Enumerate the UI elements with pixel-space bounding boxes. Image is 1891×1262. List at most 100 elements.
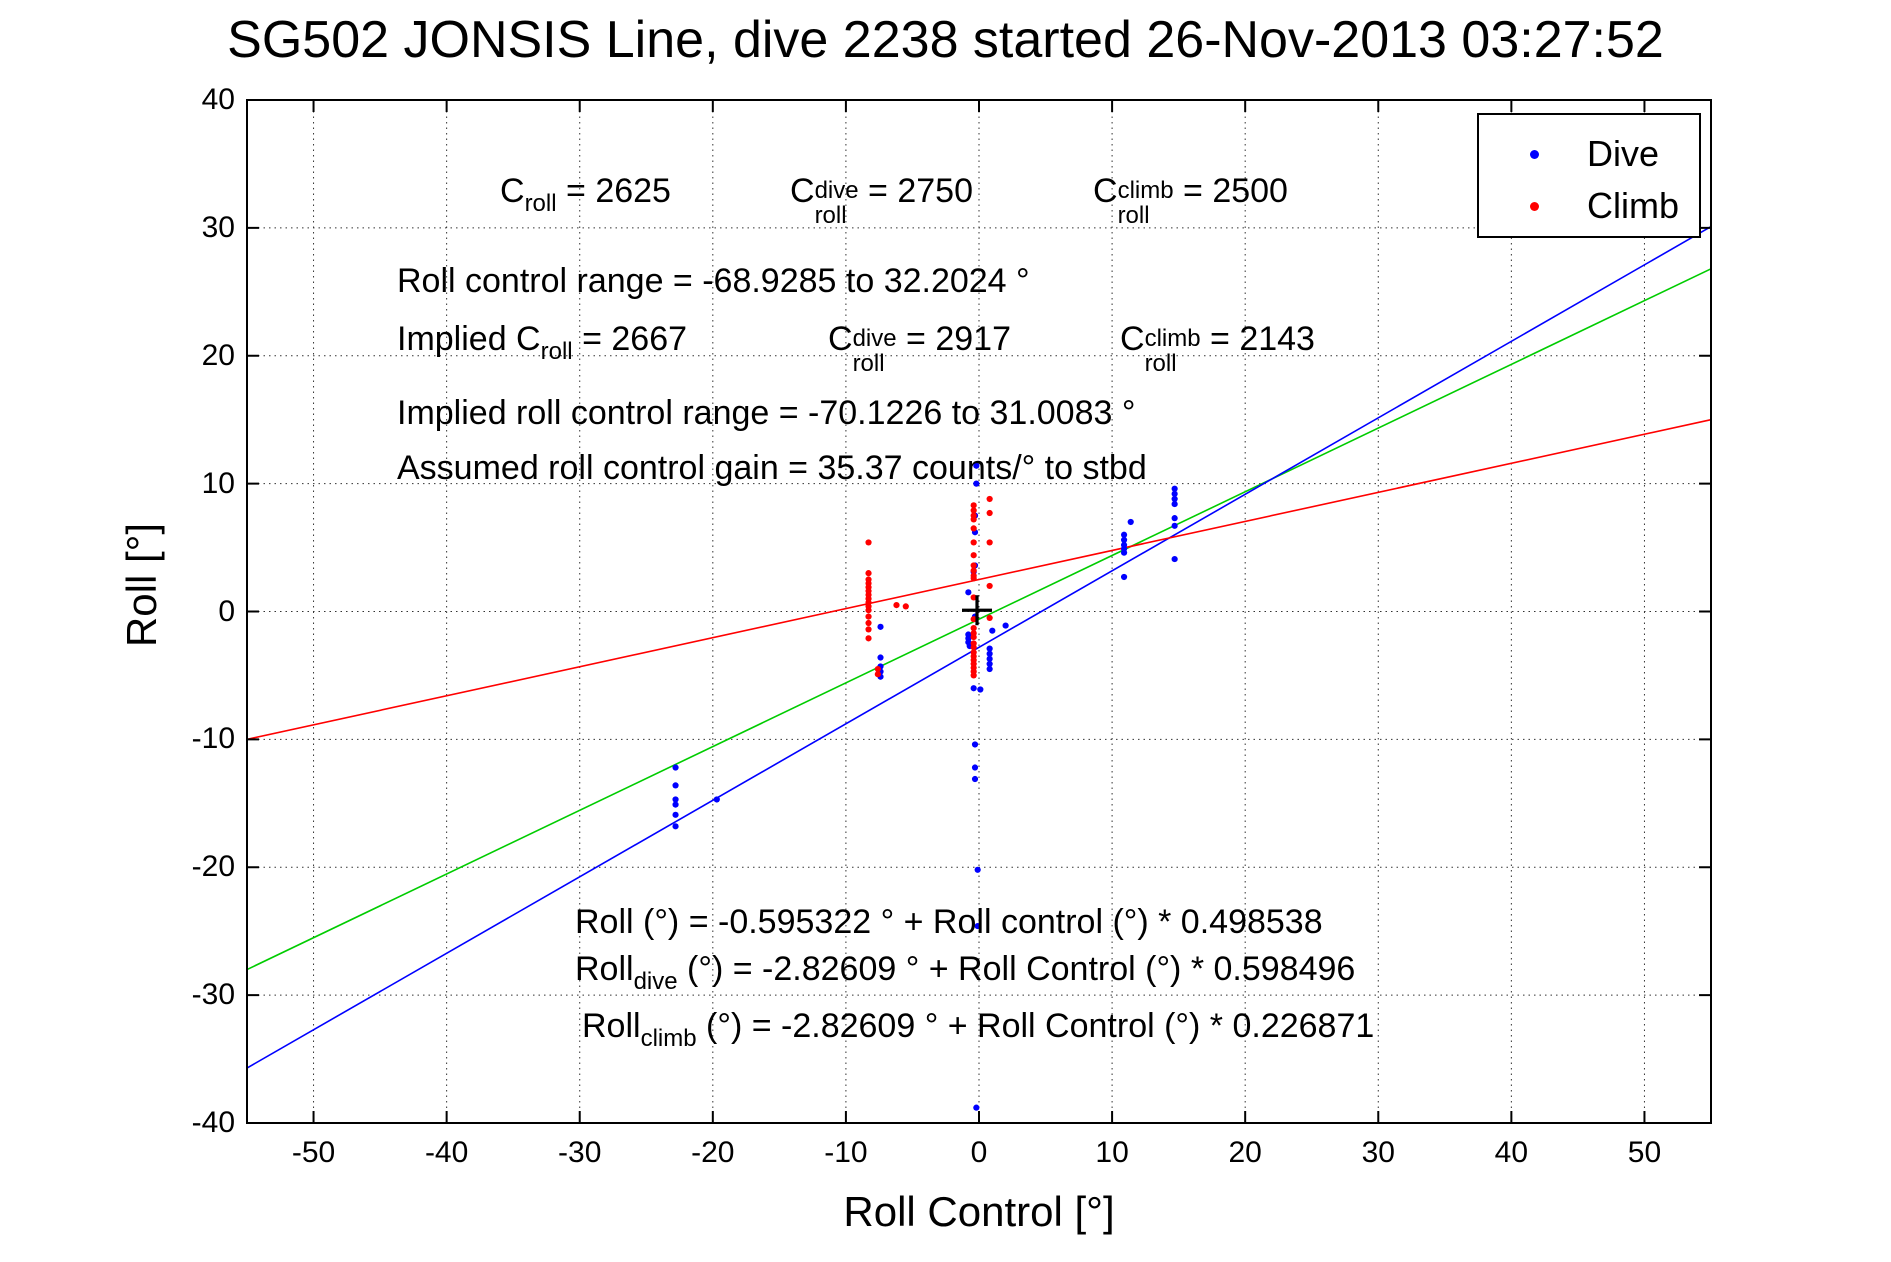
climb-marker-icon	[1530, 201, 1539, 211]
y-tick-label: -30	[191, 978, 235, 1012]
data-point-dive	[713, 796, 720, 803]
x-tick-label: -20	[691, 1136, 735, 1169]
super-subscript: climb roll	[1144, 325, 1201, 377]
data-point-climb	[970, 516, 977, 523]
data-point-climb	[902, 603, 909, 610]
data-point-dive	[974, 922, 981, 930]
data-point-climb	[865, 626, 872, 633]
fit-line-climb	[246, 418, 1712, 741]
data-point-dive	[1120, 536, 1128, 543]
assumed-gain: Assumed roll control gain = 35.37 counts…	[397, 449, 1147, 487]
subscript: roll	[524, 190, 557, 217]
data-point-climb	[970, 672, 977, 679]
subscript: dive	[633, 968, 678, 995]
data-point-climb	[865, 607, 872, 614]
data-point-dive	[986, 650, 993, 657]
x-tick-label: 20	[1228, 1136, 1262, 1169]
data-point-dive	[1120, 549, 1128, 556]
data-point-dive	[989, 627, 996, 634]
data-point-dive	[1002, 622, 1009, 629]
data-point-dive	[986, 645, 993, 652]
x-tick-label: -40	[424, 1136, 469, 1169]
data-point-climb	[893, 602, 900, 609]
data-point-climb	[986, 495, 993, 503]
implied-roll-control-range: Implied roll control range = -70.1226 to…	[397, 394, 1136, 432]
data-point-dive	[1171, 500, 1178, 508]
data-point-climb	[970, 507, 977, 514]
data-point-climb	[970, 562, 977, 569]
data-point-dive	[971, 741, 979, 748]
data-point-dive	[986, 665, 993, 673]
y-tick-label: 30	[201, 210, 235, 244]
data-point-climb	[970, 575, 977, 582]
legend: Dive Climb	[1477, 113, 1701, 238]
x-tick-label: -50	[291, 1136, 336, 1169]
data-point-dive	[672, 764, 679, 771]
data-point-climb	[986, 539, 993, 546]
y-tick-label: -40	[191, 1106, 235, 1139]
subscript: climb	[640, 1025, 697, 1052]
x-axis-label: Roll Control [°]	[843, 1188, 1115, 1235]
y-tick-label: -10	[191, 722, 235, 756]
data-point-dive	[672, 823, 679, 830]
data-point-climb	[986, 614, 993, 621]
data-point-dive	[1171, 515, 1178, 522]
x-tick-label: 10	[1095, 1136, 1129, 1169]
data-point-dive	[1127, 518, 1134, 526]
y-tick-label: 20	[201, 338, 235, 372]
data-point-dive	[1171, 522, 1178, 529]
data-point-climb	[970, 616, 977, 623]
data-point-climb	[986, 509, 993, 517]
implied-c-roll: Implied Croll = 2667	[397, 320, 688, 365]
data-point-climb	[865, 613, 872, 620]
data-point-climb	[874, 671, 881, 678]
super-subscript: dive roll	[852, 325, 897, 377]
fit-line-combined	[246, 268, 1712, 971]
data-point-dive	[971, 775, 979, 783]
x-tick-label: 30	[1361, 1136, 1395, 1169]
data-point-climb	[970, 567, 977, 574]
fit-equation-dive: Rolldive (°) = -2.82609 ° + Roll Control…	[575, 950, 1356, 995]
x-tick-label: 50	[1627, 1136, 1662, 1169]
data-point-climb	[970, 539, 977, 546]
data-point-dive	[672, 811, 679, 818]
data-point-climb	[970, 594, 977, 601]
data-point-dive	[971, 764, 979, 771]
data-point-dive	[877, 623, 884, 630]
fit-line-dive	[246, 225, 1712, 1069]
super-subscript: climb roll	[1117, 177, 1174, 229]
data-point-dive	[965, 589, 972, 596]
data-point-climb	[970, 502, 977, 509]
data-point-dive	[986, 655, 993, 662]
data-point-dive	[672, 801, 679, 808]
x-tick-label: -10	[824, 1136, 868, 1169]
c-roll-value: Croll = 2625	[500, 172, 671, 217]
fit-equation-all: Roll (°) = -0.595322 ° + Roll control (°…	[575, 903, 1323, 941]
data-point-dive	[970, 685, 977, 692]
data-point-climb	[865, 619, 872, 627]
figure-title: SG502 JONSIS Line, dive 2238 started 26-…	[227, 11, 1664, 69]
y-tick-label: 0	[218, 594, 235, 628]
y-tick-label: 40	[201, 83, 235, 116]
data-point-climb	[986, 582, 993, 590]
data-point-dive	[973, 480, 980, 487]
x-tick-label: 0	[970, 1136, 988, 1169]
data-point-dive	[1171, 490, 1178, 497]
x-tick-label: -30	[558, 1136, 602, 1169]
data-point-dive	[974, 866, 981, 873]
dive-marker-icon	[1530, 149, 1539, 159]
data-point-dive	[973, 1104, 980, 1111]
data-point-climb	[970, 625, 977, 632]
data-point-dive	[672, 796, 679, 803]
subscript: roll	[540, 338, 573, 365]
data-point-climb	[865, 570, 872, 577]
legend-item-climb: Climb	[1479, 180, 1699, 232]
roll-control-range: Roll control range = -68.9285 to 32.2024…	[397, 262, 1030, 300]
x-tick-label: 40	[1494, 1136, 1529, 1169]
data-point-climb	[970, 552, 977, 559]
fit-equation-climb: Rollclimb (°) = -2.82609 ° + Roll Contro…	[582, 1007, 1375, 1052]
